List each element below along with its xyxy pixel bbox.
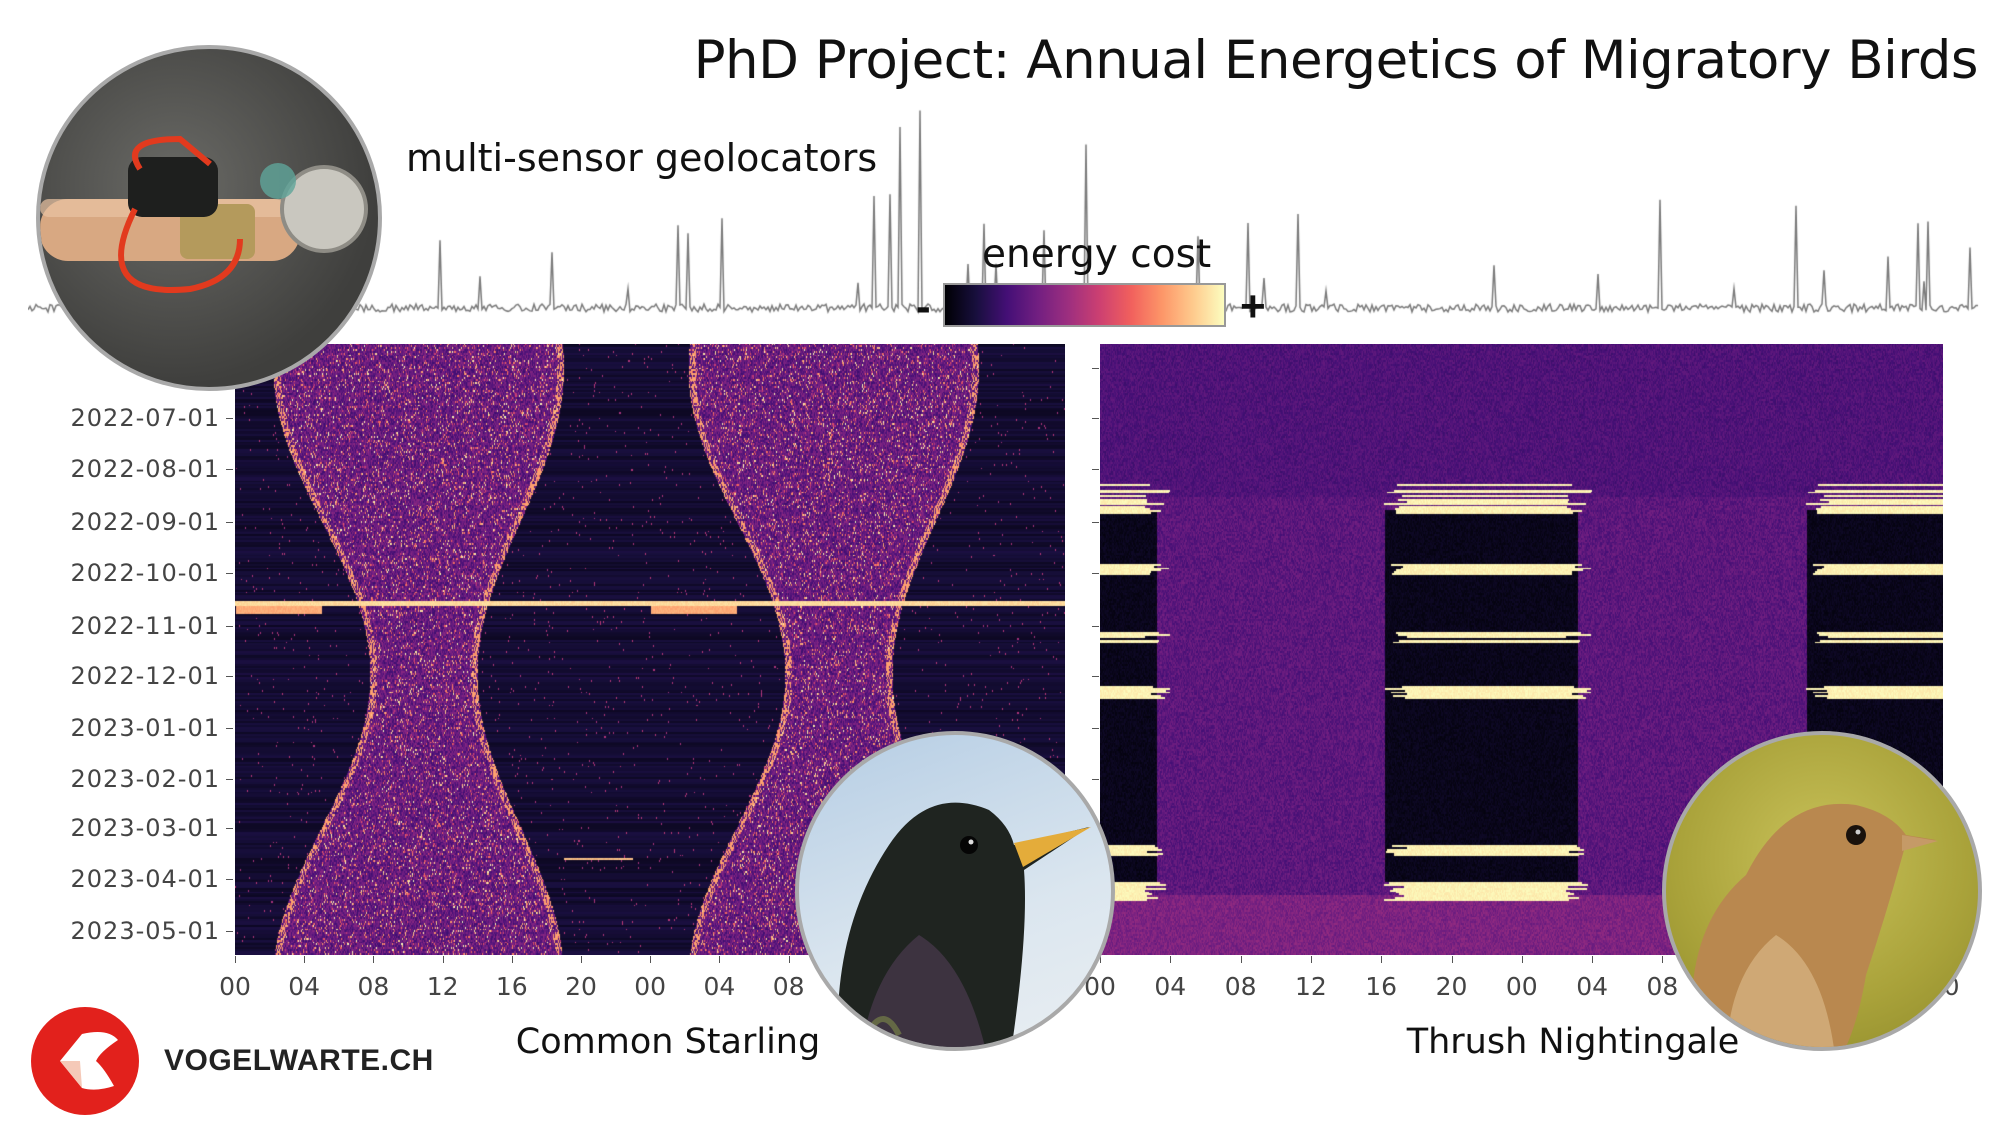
colorbar-min-label: - bbox=[916, 282, 931, 331]
page-title: PhD Project: Annual Energetics of Migrat… bbox=[693, 30, 1979, 91]
y-tick bbox=[226, 931, 233, 932]
y-tick-label: 2023-01-01 bbox=[70, 714, 220, 742]
x-tick bbox=[650, 956, 652, 963]
y-tick-label: 2023-05-01 bbox=[70, 917, 220, 945]
y-tick bbox=[1092, 368, 1099, 369]
y-tick bbox=[1092, 728, 1099, 729]
energy-colorbar bbox=[943, 283, 1226, 327]
x-tick-label: 08 bbox=[1224, 972, 1257, 1001]
y-tick bbox=[226, 418, 233, 419]
x-tick bbox=[373, 956, 375, 963]
starling-icon bbox=[837, 802, 1091, 1047]
x-tick bbox=[719, 956, 721, 963]
y-tick-label: 2022-11-01 bbox=[70, 612, 220, 640]
y-tick-label: 2022-07-01 bbox=[70, 404, 220, 432]
x-tick-label: 16 bbox=[1365, 972, 1398, 1001]
x-tick-label: 20 bbox=[1435, 972, 1468, 1001]
y-tick-label: 2022-08-01 bbox=[70, 455, 220, 483]
x-tick bbox=[304, 956, 306, 963]
y-tick bbox=[1092, 779, 1099, 780]
y-tick-label: 2022-10-01 bbox=[70, 559, 220, 587]
x-tick bbox=[1240, 956, 1242, 963]
y-tick bbox=[226, 573, 233, 574]
x-tick bbox=[442, 956, 444, 963]
y-tick bbox=[1092, 573, 1099, 574]
y-tick bbox=[1092, 626, 1099, 627]
x-tick-label: 04 bbox=[703, 972, 736, 1001]
x-tick-label: 04 bbox=[288, 972, 321, 1001]
x-tick bbox=[1521, 956, 1523, 963]
y-tick-label: 2023-02-01 bbox=[70, 765, 220, 793]
y-tick bbox=[226, 728, 233, 729]
x-tick-label: 00 bbox=[1505, 972, 1538, 1001]
x-tick-label: 00 bbox=[634, 972, 667, 1001]
y-tick bbox=[226, 828, 233, 829]
geolocator-photo bbox=[36, 45, 382, 391]
x-tick bbox=[1310, 956, 1312, 963]
geolocator-icon bbox=[40, 135, 368, 293]
x-tick bbox=[1592, 956, 1594, 963]
x-tick-label: 20 bbox=[565, 972, 597, 1001]
species-label-starling: Common Starling bbox=[515, 1022, 821, 1062]
colorbar-label: energy cost bbox=[982, 232, 1212, 277]
x-tick-label: 12 bbox=[426, 972, 459, 1001]
species-label-nightingale: Thrush Nightingale bbox=[1406, 1022, 1740, 1062]
x-tick bbox=[1451, 956, 1453, 963]
y-tick-label: 2023-03-01 bbox=[70, 814, 220, 842]
x-tick-label: 16 bbox=[495, 972, 528, 1001]
subtitle: multi-sensor geolocators bbox=[406, 136, 878, 180]
y-tick-label: 2023-04-01 bbox=[70, 865, 220, 893]
y-tick bbox=[1092, 469, 1099, 470]
starling-photo bbox=[795, 731, 1115, 1051]
x-tick bbox=[1381, 956, 1383, 963]
colorbar-max-label: + bbox=[1240, 282, 1266, 331]
y-tick bbox=[226, 626, 233, 627]
nightingale-icon bbox=[1691, 803, 1938, 1047]
y-tick bbox=[1092, 522, 1099, 523]
y-tick bbox=[1092, 676, 1099, 677]
vogelwarte-logo[interactable] bbox=[30, 1006, 140, 1116]
x-tick-label: 04 bbox=[1154, 972, 1187, 1001]
x-tick bbox=[1662, 956, 1664, 963]
y-tick bbox=[226, 676, 233, 677]
x-tick-label: 08 bbox=[357, 972, 390, 1001]
nightingale-photo bbox=[1662, 731, 1982, 1051]
x-tick bbox=[581, 956, 582, 963]
y-tick bbox=[226, 522, 233, 523]
x-tick-label: 00 bbox=[219, 972, 251, 1001]
y-tick-label: 2022-12-01 bbox=[70, 662, 220, 690]
logo-text[interactable]: VOGELWARTE.CH bbox=[164, 1044, 434, 1077]
y-tick-label: 2022-09-01 bbox=[70, 508, 220, 536]
y-tick bbox=[226, 469, 233, 470]
x-tick-label: 08 bbox=[772, 972, 805, 1001]
x-tick bbox=[788, 956, 790, 963]
x-tick-label: 04 bbox=[1576, 972, 1608, 1001]
x-tick bbox=[235, 956, 236, 963]
y-tick bbox=[226, 879, 233, 880]
x-tick-label: 08 bbox=[1646, 972, 1679, 1001]
x-tick bbox=[1100, 956, 1101, 963]
x-tick-label: 12 bbox=[1294, 972, 1327, 1001]
x-tick bbox=[1170, 956, 1172, 963]
y-tick bbox=[226, 779, 233, 780]
y-tick bbox=[1092, 418, 1099, 419]
x-tick bbox=[511, 956, 513, 963]
